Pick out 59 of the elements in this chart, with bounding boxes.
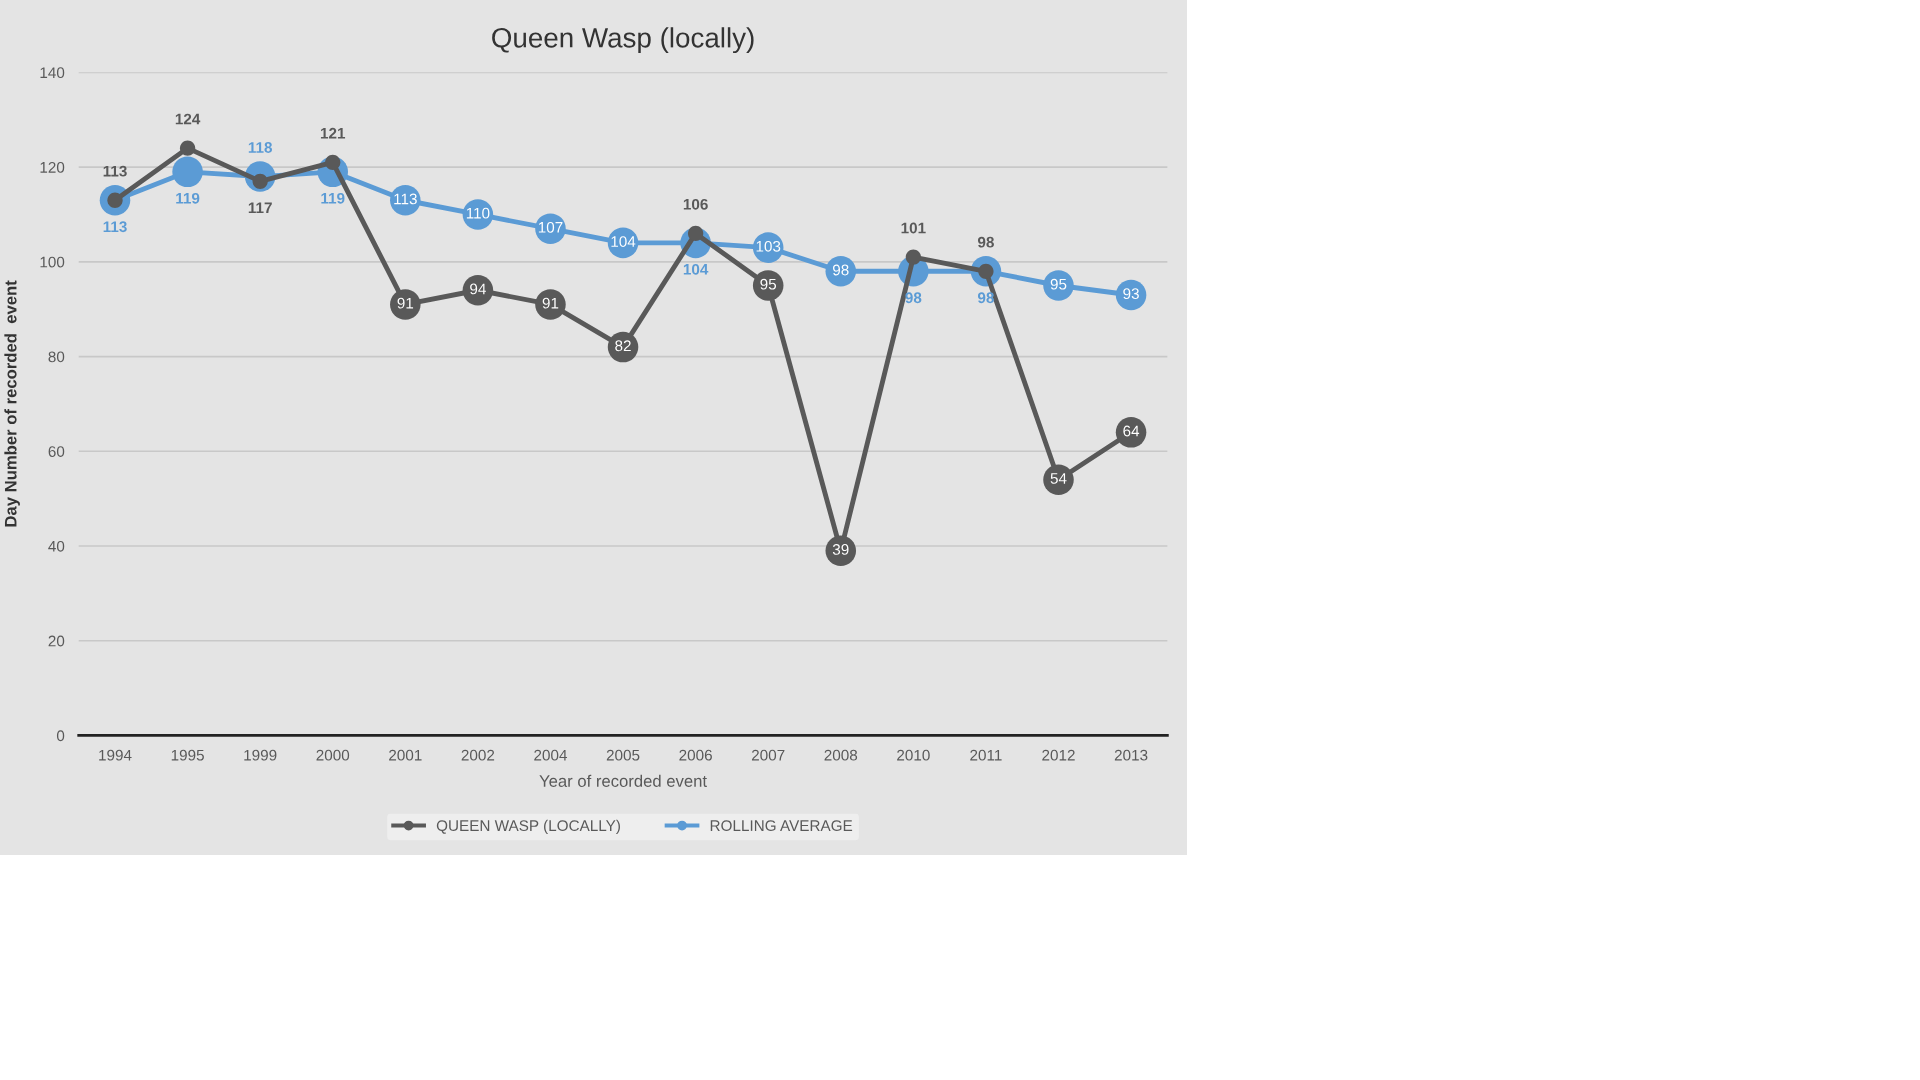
data-label: 82 <box>615 340 631 352</box>
y-tick-label: 40 <box>48 540 65 552</box>
data-label: 113 <box>394 193 417 205</box>
data-label: 54 <box>1050 473 1067 484</box>
data-label: 118 <box>248 142 273 153</box>
x-tick-label: 2001 <box>389 749 422 761</box>
data-label: 64 <box>1123 425 1140 437</box>
data-label: 91 <box>542 297 559 309</box>
data-label: 106 <box>683 198 708 210</box>
data-label: 98 <box>977 236 994 248</box>
x-tick-label: 2006 <box>679 749 712 761</box>
data-label: 119 <box>321 192 345 204</box>
data-label: 113 <box>103 221 127 233</box>
data-label: 119 <box>176 192 200 204</box>
data-label: 121 <box>320 127 346 139</box>
y-tick-label: 20 <box>48 635 65 647</box>
data-label: 110 <box>466 207 490 219</box>
data-label: 117 <box>248 202 272 214</box>
data-label: 98 <box>977 292 994 304</box>
data-label: 104 <box>611 236 636 247</box>
data-label: 91 <box>397 297 414 309</box>
x-tick-label: 2011 <box>970 749 1002 761</box>
data-label: 101 <box>901 222 926 234</box>
data-label: 94 <box>470 283 486 295</box>
y-tick-label: 120 <box>40 161 65 173</box>
y-tick-label: 80 <box>48 351 65 363</box>
data-label: 95 <box>760 278 777 290</box>
x-tick-label: 2000 <box>316 749 350 761</box>
data-label: 124 <box>175 113 201 125</box>
data-label: 113 <box>103 165 127 177</box>
chart-title: Queen Wasp (locally) <box>492 27 754 54</box>
data-label: 104 <box>683 263 709 275</box>
x-tick-label: 1995 <box>171 749 204 761</box>
y-tick-label: 60 <box>48 446 65 457</box>
data-label: 39 <box>832 544 849 555</box>
x-tick-label: 2010 <box>897 749 930 761</box>
x-axis-title: Year of recorded event <box>539 774 707 787</box>
data-label: 107 <box>538 221 563 233</box>
y-tick-label: 140 <box>40 67 65 79</box>
data-label: 98 <box>905 292 922 304</box>
x-tick-label: 1994 <box>99 749 132 761</box>
x-tick-label: 2012 <box>1042 749 1075 761</box>
point <box>172 156 203 188</box>
x-tick-label: 2005 <box>606 749 640 761</box>
x-tick-label: 2013 <box>1114 749 1148 761</box>
legend-label: ROLLING AVERAGE <box>710 820 853 832</box>
data-label: 103 <box>756 240 781 252</box>
y-axis-title: Day Number of recorded event <box>4 280 20 527</box>
data-label: 95 <box>1050 278 1067 290</box>
legend-label: QUEEN WASP (LOCALLY) <box>436 819 620 835</box>
x-tick-label: 2008 <box>824 749 858 761</box>
y-tick-label: 0 <box>56 730 65 742</box>
data-label: 93 <box>1123 288 1139 300</box>
x-tick-label: 1999 <box>244 749 277 761</box>
x-tick-label: 2002 <box>461 749 495 761</box>
data-label: 98 <box>832 264 849 276</box>
x-tick-label: 2007 <box>751 749 785 761</box>
y-tick-label: 100 <box>40 256 65 268</box>
x-tick-label: 2004 <box>534 749 568 761</box>
